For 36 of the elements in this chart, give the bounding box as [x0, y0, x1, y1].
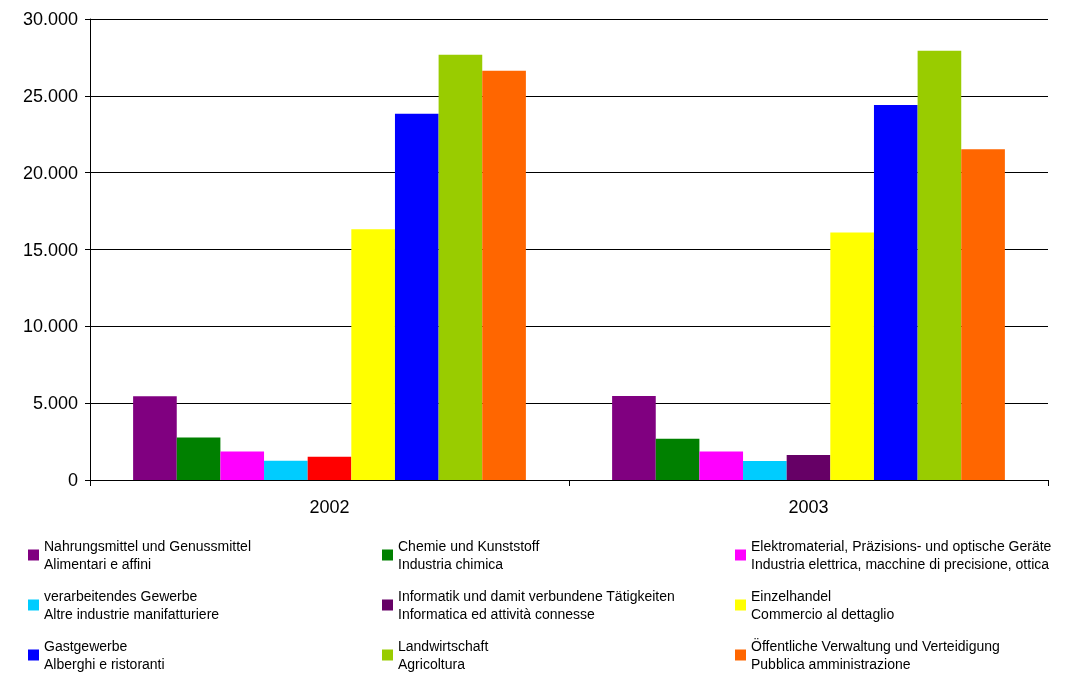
legend-label: verarbeitendes Gewerbe Altre industrie manifatturiere	[44, 588, 220, 622]
bar	[482, 70, 526, 480]
x-tick-label: 2002	[309, 497, 350, 517]
legend-label: Einzelhandel Commercio al dettaglio	[751, 588, 895, 622]
bar	[743, 460, 787, 480]
y-tick-label: 25.000	[22, 85, 78, 106]
bar	[655, 438, 700, 480]
legend-label: Landwirtschaft Agricoltura	[398, 638, 489, 672]
y-tick-label: 20.000	[22, 162, 78, 183]
legend-label: Öffentliche Verwaltung und Verteidigung Pubblica amministrazione	[751, 637, 1000, 672]
legend-label: Informatik und damit verbundene Tätigkeiten Informatica ed attività connesse	[398, 588, 675, 622]
legend-label: Nahrungsmittel und Genussmittel Alimentari e affini	[44, 538, 251, 572]
y-tick-label: 10.000	[22, 316, 78, 337]
bar	[176, 437, 221, 480]
bar	[612, 396, 656, 480]
legend-label: Gastgewerbe Alberghi e ristoranti	[44, 638, 165, 672]
bar	[394, 113, 439, 480]
bar	[961, 149, 1005, 480]
bar	[830, 232, 874, 480]
y-tick-label: 5.000	[32, 393, 78, 414]
bar	[786, 455, 831, 480]
bar	[351, 229, 395, 480]
y-tick-label: 30.000	[22, 9, 78, 29]
bar	[264, 460, 308, 480]
legend-label: Chemie und Kunststoff Industria chimica	[398, 538, 540, 572]
bar	[220, 451, 265, 480]
bar	[133, 396, 177, 480]
bar	[438, 54, 483, 480]
y-tick-label: 0	[67, 470, 78, 490]
bar	[307, 456, 352, 480]
bar	[873, 105, 918, 480]
bar	[699, 451, 744, 480]
x-tick-label: 2003	[788, 497, 829, 517]
y-tick-label: 15.000	[22, 239, 78, 260]
legend-label: Elektromaterial, Präzisions- und optische Geräte Industria elettrica, macchine di precisione, ottica	[751, 538, 1052, 572]
bar	[917, 50, 962, 480]
